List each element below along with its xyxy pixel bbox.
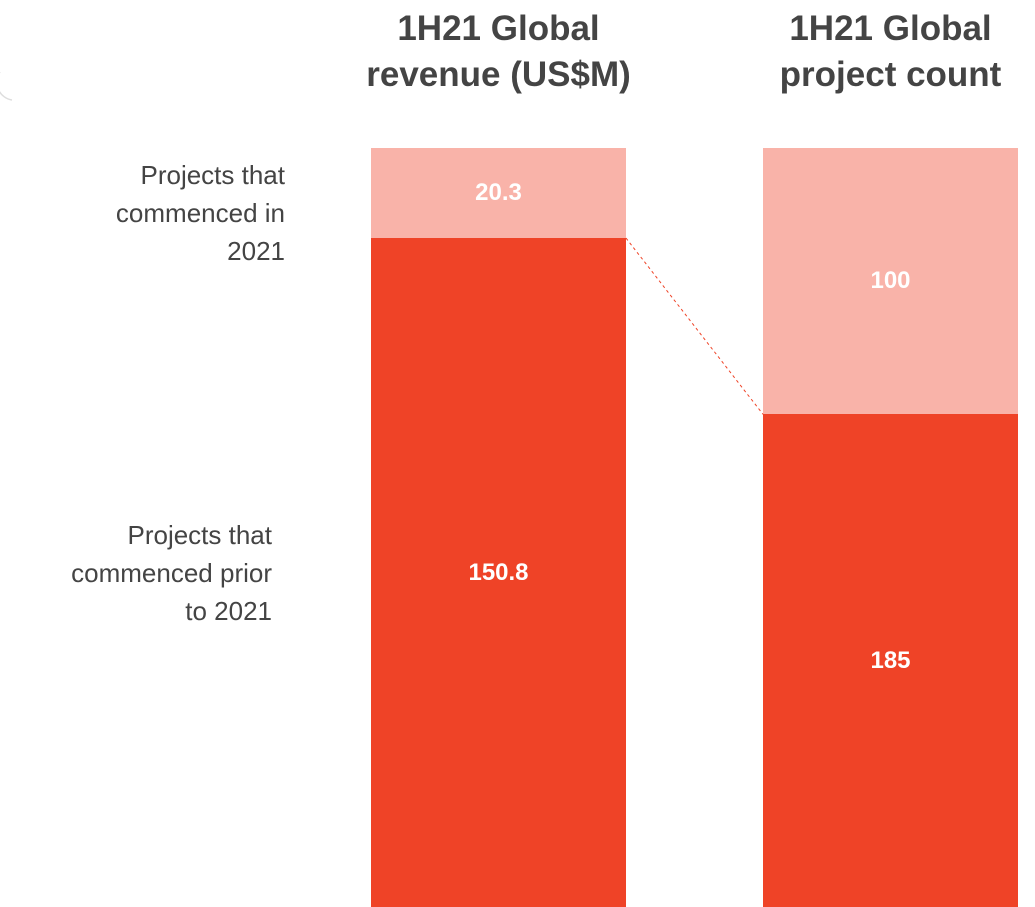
value-label: 100: [870, 267, 911, 295]
value-label: 150.8: [468, 558, 529, 586]
series-label: Projects that commenced prior to 2021: [71, 520, 272, 626]
value-label: 185: [870, 646, 911, 674]
bar-title: 1H21 Global project count: [779, 9, 1002, 94]
bar-segment: 150.8: [371, 238, 626, 907]
bar-segment: 20.3: [371, 148, 626, 239]
connector: [625, 237, 764, 415]
bar-segment: 100: [763, 148, 1018, 415]
bar-segment: 185: [763, 414, 1018, 907]
value-label: 20.3: [475, 179, 522, 207]
series-label: Projects that commenced in 2021: [115, 160, 285, 266]
bar-title: 1H21 Global revenue (US$M): [366, 9, 631, 94]
decoration: [0, 72, 13, 101]
